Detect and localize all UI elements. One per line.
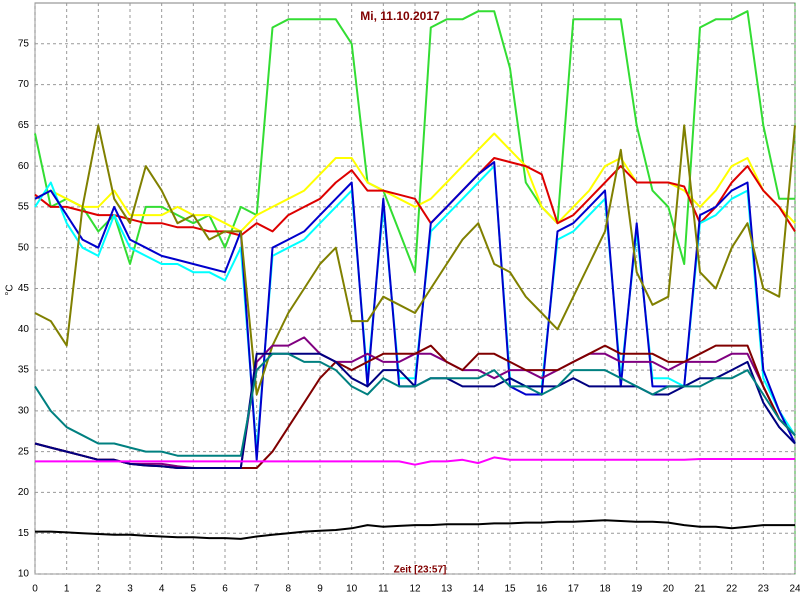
x-tick-label: 14	[473, 584, 485, 595]
x-tick-label: 17	[568, 584, 580, 595]
x-tick-label: 7	[254, 584, 260, 595]
x-tick-label: 15	[504, 584, 516, 595]
y-tick-label: 70	[18, 79, 30, 90]
series-line	[34, 10, 795, 274]
chart-title: Mi, 11.10.2017	[360, 9, 440, 23]
x-tick-label: 21	[694, 584, 706, 595]
y-axis-label: °C	[5, 284, 16, 295]
y-tick-label: 20	[18, 487, 30, 498]
plot-lines	[34, 10, 796, 540]
x-tick-label: 18	[599, 584, 611, 595]
y-tick-label: 50	[18, 242, 30, 253]
y-tick-label: 60	[18, 161, 30, 172]
x-tick-label: 2	[96, 584, 102, 595]
series-line	[34, 352, 796, 457]
x-tick-label: 19	[631, 584, 643, 595]
x-tick-label: 11	[378, 584, 389, 595]
x-tick-label: 22	[726, 584, 738, 595]
y-tick-label: 15	[18, 528, 30, 539]
y-tick-label: 40	[18, 324, 30, 335]
y-tick-label: 30	[18, 405, 30, 416]
x-tick-label: 0	[32, 584, 38, 595]
x-tick-label: 8	[286, 584, 292, 595]
y-tick-label: 75	[18, 38, 30, 49]
x-tick-label: 4	[159, 584, 165, 595]
x-tick-label: 10	[346, 584, 358, 595]
x-tick-label: 13	[441, 584, 453, 595]
y-tick-label: 25	[18, 446, 30, 457]
y-tick-label: 35	[18, 365, 30, 376]
x-tick-label: 3	[127, 584, 133, 595]
series-line	[34, 124, 796, 396]
y-tick-label: 45	[18, 283, 30, 294]
x-tick-label: 1	[64, 584, 70, 595]
x-tick-label: 6	[222, 584, 228, 595]
x-tick-label: 5	[191, 584, 197, 595]
x-tick-label: 9	[317, 584, 323, 595]
y-tick-label: 10	[18, 569, 30, 580]
series-line	[35, 519, 795, 540]
y-tick-label: 65	[18, 120, 30, 131]
x-tick-label: 12	[409, 584, 421, 595]
x-tick-label: 16	[536, 584, 548, 595]
y-tick-label: 55	[18, 202, 30, 213]
x-axis-label: Zeit [23:57]	[394, 565, 447, 576]
x-tick-label: 20	[663, 584, 675, 595]
series-line	[34, 157, 796, 237]
x-tick-label: 24	[789, 584, 800, 595]
series-line	[35, 456, 795, 466]
x-tick-label: 23	[758, 584, 770, 595]
